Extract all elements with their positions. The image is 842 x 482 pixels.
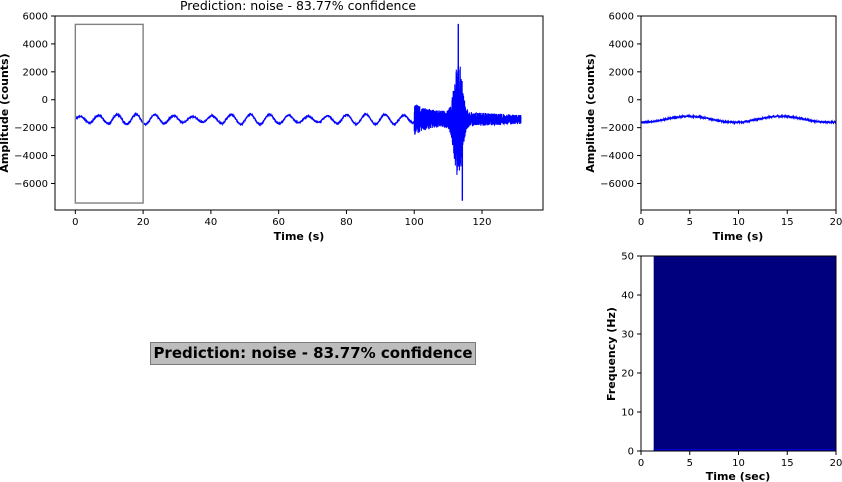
y-tick-label: 50 xyxy=(621,252,634,263)
y-tick-label: 4000 xyxy=(23,39,48,50)
spectrogram-image xyxy=(653,256,836,451)
x-tick-label: 40 xyxy=(205,217,218,228)
x-tick-label: 100 xyxy=(405,217,424,228)
x-tick-label: 15 xyxy=(781,217,794,228)
y-tick-label: 0 xyxy=(42,95,48,106)
y-tick-label: 20 xyxy=(621,369,634,380)
x-tick-label: 5 xyxy=(687,217,693,228)
x-tick-label: 0 xyxy=(72,217,78,228)
y-tick-label: −6000 xyxy=(600,179,634,190)
y-tick-label: 6000 xyxy=(23,12,48,23)
selected-window-box xyxy=(74,23,144,204)
waveform-ylabel: Amplitude (counts) xyxy=(0,53,11,172)
waveform-trace xyxy=(74,23,522,201)
y-tick-label: −2000 xyxy=(14,123,48,134)
spectrogram-ticks: 0 5 10 15 20 0 10 20 30 40 50 xyxy=(621,252,842,470)
x-tick-label: 5 xyxy=(687,458,693,469)
window-waveform-panel: 0 5 10 15 20 6000 4000 2000 0 −2000 −4000 −6000 Tim… xyxy=(584,12,842,244)
waveform-axes-frame xyxy=(54,15,544,211)
y-tick-label: −2000 xyxy=(600,123,634,134)
waveform-title: Prediction: noise - 83.77% confidence xyxy=(180,0,416,13)
spectrogram-ylabel: Frequency (Hz) xyxy=(605,307,618,401)
x-tick-label: 20 xyxy=(830,217,842,228)
y-tick-label: −4000 xyxy=(14,151,48,162)
window-trace xyxy=(640,113,837,126)
x-tick-label: 0 xyxy=(638,458,644,469)
y-tick-label: 6000 xyxy=(609,12,634,23)
x-tick-label: 10 xyxy=(732,458,745,469)
y-tick-label: 0 xyxy=(628,447,634,458)
x-tick-label: 60 xyxy=(272,217,285,228)
x-tick-label: 20 xyxy=(830,458,842,469)
x-tick-label: 15 xyxy=(781,458,794,469)
x-tick-label: 120 xyxy=(472,217,491,228)
spectrogram-axes-frame xyxy=(640,255,837,452)
x-tick-label: 0 xyxy=(638,217,644,228)
y-tick-label: 10 xyxy=(621,408,634,419)
y-tick-label: −6000 xyxy=(14,179,48,190)
x-tick-label: 20 xyxy=(137,217,150,228)
waveform-ticks: 0 20 40 60 80 100 120 6000 4000 2000 0 −2000 −4000 −6… xyxy=(14,12,491,229)
y-tick-label: 30 xyxy=(621,330,634,341)
y-tick-label: 0 xyxy=(628,95,634,106)
x-tick-label: 10 xyxy=(732,217,745,228)
y-tick-label: 2000 xyxy=(23,67,48,78)
window-ylabel: Amplitude (counts) xyxy=(584,53,597,172)
y-tick-label: 2000 xyxy=(609,67,634,78)
full-waveform-panel: Prediction: noise - 83.77% confidence 0 2… xyxy=(0,0,544,243)
spectrogram-xlabel: Time (sec) xyxy=(706,470,771,482)
window-ticks: 0 5 10 15 20 6000 4000 2000 0 −2000 −4000 −6000 xyxy=(600,12,842,229)
window-axes-frame xyxy=(640,15,837,211)
y-tick-label: −4000 xyxy=(600,151,634,162)
x-tick-label: 80 xyxy=(340,217,353,228)
window-xlabel: Time (s) xyxy=(713,230,764,243)
prediction-label: Prediction: noise - 83.77% confidence xyxy=(150,342,476,365)
y-tick-label: 40 xyxy=(621,291,634,302)
y-tick-label: 4000 xyxy=(609,39,634,50)
waveform-series-line xyxy=(74,23,522,201)
window-series-line xyxy=(640,113,837,126)
spectrogram-panel: 0 5 10 15 20 0 10 20 30 40 50 Time (sec) Frequency… xyxy=(605,252,842,482)
waveform-xlabel: Time (s) xyxy=(274,230,325,243)
